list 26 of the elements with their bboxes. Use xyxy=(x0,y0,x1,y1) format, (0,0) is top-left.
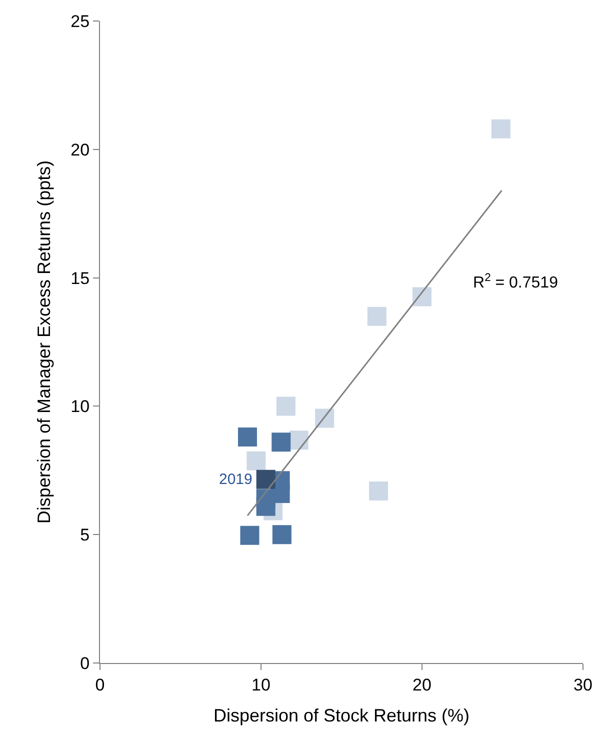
x-tick-label: 10 xyxy=(252,675,270,694)
y-tick-label: 15 xyxy=(70,268,90,288)
x-tick-label: 20 xyxy=(412,675,432,694)
point xyxy=(256,470,276,489)
point xyxy=(369,481,388,500)
y-tick-label: 10 xyxy=(70,397,90,416)
point xyxy=(412,287,432,306)
y-tick-label: 0 xyxy=(80,654,90,673)
point xyxy=(272,525,292,544)
point xyxy=(256,496,276,516)
y-tick-label: 5 xyxy=(80,526,90,545)
x-tick-label: 0 xyxy=(95,675,105,694)
point xyxy=(491,119,510,138)
point xyxy=(276,396,296,416)
point xyxy=(246,451,266,470)
point xyxy=(240,526,260,545)
x-axis-title: Dispersion of Stock Returns (%) xyxy=(213,706,470,726)
point xyxy=(272,432,291,452)
annotation: R$^{2}$ = 0.7519 xyxy=(473,272,558,292)
annotation: 2019 xyxy=(219,471,252,488)
y-axis-title: Dispersion of Manager Excess Returns (ppts) xyxy=(34,160,54,524)
y-tick-label: 20 xyxy=(70,140,90,160)
point xyxy=(238,428,257,447)
y-tick-label: 25 xyxy=(70,12,90,31)
x-tick-label: 30 xyxy=(574,675,592,694)
point xyxy=(367,306,386,326)
